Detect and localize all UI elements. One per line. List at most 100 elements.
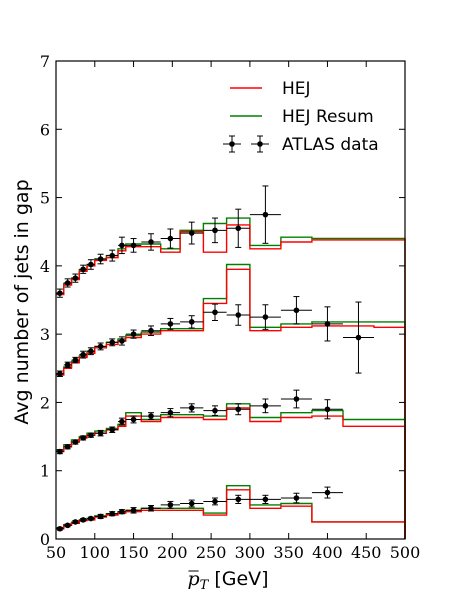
data-point <box>160 500 181 509</box>
data-marker <box>235 406 242 413</box>
data-point <box>160 408 181 418</box>
data-marker <box>97 430 104 436</box>
data-point <box>56 370 64 377</box>
data-point <box>106 338 119 347</box>
data-marker <box>262 496 269 503</box>
y-tick-label: 0 <box>40 530 50 549</box>
data-marker <box>262 403 269 409</box>
data-marker <box>72 275 79 281</box>
data-marker <box>188 230 195 236</box>
data-marker <box>235 225 242 232</box>
data-marker <box>188 500 195 507</box>
data-point <box>71 519 80 525</box>
data-marker <box>88 261 94 268</box>
data-marker <box>80 351 86 358</box>
data-point <box>280 296 312 325</box>
y-tick-label: 6 <box>40 120 50 139</box>
data-marker <box>293 307 300 314</box>
data-point <box>56 448 64 455</box>
data-marker <box>119 338 125 344</box>
data-marker <box>57 525 63 532</box>
legend-label: HEJ <box>282 79 311 99</box>
multiplicity-group <box>56 185 406 539</box>
data-marker <box>188 405 195 411</box>
data-point <box>118 236 126 255</box>
data-marker <box>109 339 116 346</box>
data-point <box>249 185 281 244</box>
data-marker <box>148 505 154 512</box>
data-point <box>249 304 281 330</box>
data-marker <box>235 312 242 318</box>
data-point <box>249 494 281 504</box>
data-point <box>203 497 227 506</box>
data-point <box>94 342 107 351</box>
x-tick-label: 200 <box>157 543 188 562</box>
data-marker <box>88 432 94 439</box>
data-marker <box>130 331 137 337</box>
legend: HEJ HEJ Resum ATLAS data <box>223 79 379 155</box>
data-point <box>94 513 107 520</box>
axes: 50 100 150 200 250 300 350 400 450 500 0 1 2 3 4 5 6 7 <box>40 52 420 562</box>
data-point <box>280 492 312 504</box>
data-point <box>94 429 107 437</box>
data-marker <box>235 496 242 503</box>
data-point <box>71 439 80 445</box>
data-point <box>280 389 312 409</box>
data-point <box>79 517 88 523</box>
multiplicity-group <box>56 389 406 539</box>
data-point <box>311 399 343 420</box>
data-point <box>118 417 126 426</box>
data-marker <box>57 290 63 296</box>
data-point <box>141 325 161 337</box>
x-tick-label: 100 <box>80 543 111 562</box>
data-point <box>226 304 250 326</box>
data-point <box>118 508 126 515</box>
data-point <box>160 228 181 249</box>
x-tick-label: 250 <box>196 543 227 562</box>
data-point <box>203 303 227 321</box>
data-marker <box>64 522 71 529</box>
data-marker <box>130 242 137 249</box>
data-marker <box>80 266 86 273</box>
data-point <box>180 221 204 245</box>
series-line-hej <box>56 224 406 539</box>
data-point <box>63 444 72 450</box>
data-marker <box>57 448 63 455</box>
x-tick-label: 50 <box>46 543 66 562</box>
data-point <box>56 288 64 298</box>
legend-marker <box>229 141 235 147</box>
x-axis-label-main: p <box>187 568 199 590</box>
data-marker <box>97 513 104 520</box>
data-marker <box>324 321 331 327</box>
data-marker <box>324 406 331 413</box>
data-point <box>118 336 126 346</box>
data-point <box>87 432 95 439</box>
data-point <box>342 301 374 374</box>
data-marker <box>88 515 94 522</box>
data-marker <box>262 211 269 218</box>
data-marker <box>119 242 125 249</box>
data-point <box>125 238 142 253</box>
x-axis-label-unit: [GeV] <box>208 568 268 590</box>
x-tick-label: 150 <box>118 543 149 562</box>
series-line-hej <box>56 407 406 539</box>
data-marker <box>167 321 174 327</box>
data-point <box>71 356 80 364</box>
x-tick-label: 450 <box>351 543 382 562</box>
data-marker <box>148 413 154 419</box>
data-marker <box>130 507 137 514</box>
y-axis-label: Avg number of jets in gap <box>11 179 33 424</box>
data-point <box>226 403 250 416</box>
data-point <box>79 350 88 359</box>
legend-label: ATLAS data <box>282 135 379 155</box>
series-line-hej-resum <box>56 403 406 539</box>
plot-area <box>56 185 406 539</box>
legend-entry: ATLAS data <box>223 135 379 155</box>
data-point <box>226 494 250 504</box>
data-point <box>311 486 343 499</box>
series-line-hej-resum <box>56 263 406 539</box>
data-point <box>87 347 95 356</box>
data-marker <box>109 252 116 259</box>
y-tick-label: 3 <box>40 325 50 344</box>
x-tick-label: 500 <box>390 543 421 562</box>
